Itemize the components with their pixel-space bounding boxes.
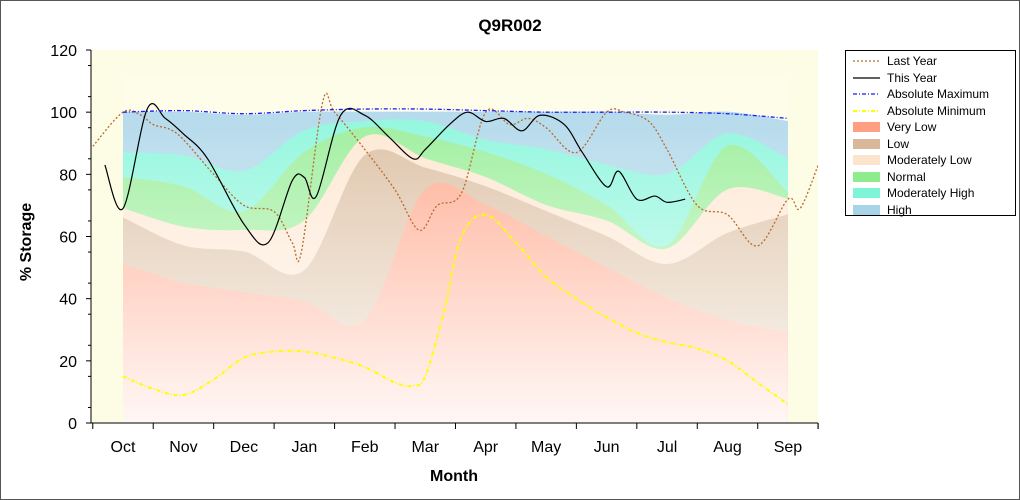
x-tick-label-aug: Aug <box>713 439 741 456</box>
legend-label: High <box>887 202 912 217</box>
x-tick-label-feb: Feb <box>351 439 379 456</box>
legend-label: Low <box>887 136 910 151</box>
legend-swatch-absolute-minimum <box>853 109 880 112</box>
x-tick-label-jan: Jan <box>291 439 317 456</box>
legend-label: Absolute Maximum <box>887 87 990 101</box>
x-tick-label-dec: Dec <box>230 439 258 456</box>
y-tick-label-40: 40 <box>59 292 77 309</box>
chart-title: Q9R002 <box>478 16 541 35</box>
legend-swatch-this-year <box>853 76 880 79</box>
y-tick-label-0: 0 <box>68 416 77 433</box>
legend-label: Last Year <box>887 54 938 68</box>
legend-swatch-last-year <box>853 60 880 62</box>
x-tick-label-oct: Oct <box>111 439 136 456</box>
y-tick-label-60: 60 <box>59 230 77 247</box>
legend-label: This Year <box>887 70 938 85</box>
y-tick-label-120: 120 <box>50 43 77 60</box>
legend-label: Moderately High <box>887 186 975 200</box>
legend: Last Year This Year Absolute Maximum Absolu… <box>845 50 1016 219</box>
legend-item-absolute-maximum: Absolute Maximum <box>846 86 1014 103</box>
series-this-year <box>104 102 686 246</box>
legend-item-low: Low <box>846 136 1014 153</box>
legend-swatch-absolute-maximum <box>853 93 880 95</box>
x-tick-label-mar: Mar <box>411 439 439 456</box>
legend-item-this-year: This Year <box>846 70 1014 87</box>
legend-swatch-normal <box>853 171 880 182</box>
legend-label: Very Low <box>887 120 937 134</box>
lines-layer <box>92 92 818 406</box>
legend-swatch-high <box>853 204 880 215</box>
y-tick-label-100: 100 <box>50 105 77 122</box>
legend-item-moderately-low: Moderately Low <box>846 152 1014 169</box>
legend-label: Absolute Minimum <box>887 103 986 118</box>
legend-item-high: High <box>846 202 1014 219</box>
legend-item-absolute-minimum: Absolute Minimum <box>846 103 1014 120</box>
series-absolute-maximum <box>122 108 788 120</box>
x-tick-label-apr: Apr <box>473 439 499 456</box>
legend-item-normal: Normal <box>846 169 1014 186</box>
series-absolute-minimum <box>122 213 789 406</box>
y-tick-label-80: 80 <box>59 167 77 184</box>
legend-item-moderately-high: Moderately High <box>846 185 1014 202</box>
fade-overlay <box>123 50 788 423</box>
legend-swatch-very-low <box>853 122 880 132</box>
legend-label: Moderately Low <box>887 153 972 167</box>
legend-label: Normal <box>887 169 926 184</box>
x-tick-label-nov: Nov <box>169 439 197 456</box>
legend-swatch-moderately-low <box>853 155 880 165</box>
legend-swatch-low <box>853 138 880 149</box>
x-tick-label-jul: Jul <box>657 439 677 456</box>
legend-swatch-moderately-high <box>853 188 880 198</box>
legend-item-very-low: Very Low <box>846 119 1014 136</box>
x-tick-label-jun: Jun <box>594 439 620 456</box>
x-tick-label-may: May <box>531 439 561 456</box>
y-tick-label-20: 20 <box>59 354 77 371</box>
x-axis-label: Month <box>430 468 478 485</box>
legend-item-last-year: Last Year <box>846 53 1014 70</box>
y-axis-label: % Storage <box>18 203 35 281</box>
x-tick-label-sep: Sep <box>774 439 803 456</box>
axes-layer: 0 20 40 60 80 100 120 Oct Nov Dec Jan Feb Mar Apr May J… <box>50 43 819 456</box>
